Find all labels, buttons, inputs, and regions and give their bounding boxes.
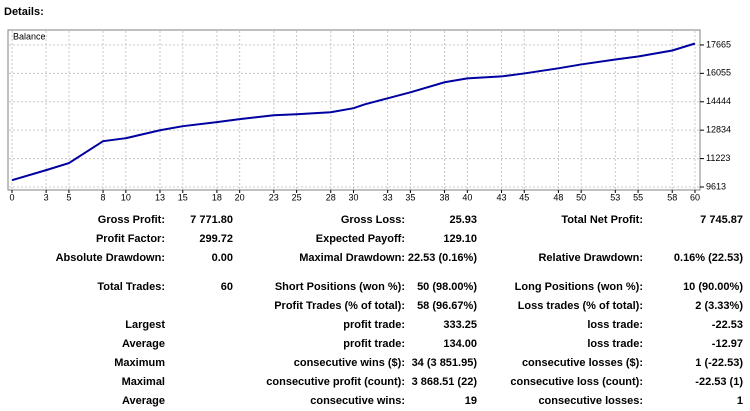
stat-value: 50 (98.00%)	[417, 281, 477, 293]
stat-label: consecutive profit (count):	[266, 376, 405, 388]
y-tick-label: 11223	[706, 153, 730, 163]
stat-value: 34 (3 851.95)	[412, 357, 478, 369]
y-tick-label: 17665	[706, 39, 731, 49]
x-tick-label: 10	[121, 192, 131, 202]
y-tick-label: 14444	[706, 96, 731, 106]
stat-value: 0.00	[212, 252, 233, 264]
y-tick-label: 16055	[706, 68, 731, 78]
x-tick-label: 60	[690, 192, 700, 202]
stat-label: consecutive losses:	[538, 395, 643, 407]
stat-value: 7 771.80	[190, 214, 233, 226]
x-tick-label: 35	[405, 192, 415, 202]
x-tick-label: 53	[610, 192, 620, 202]
x-tick-label: 43	[496, 192, 506, 202]
stat-label: Average	[122, 395, 165, 407]
x-tick-label: 0	[9, 192, 14, 202]
stat-value: 19	[465, 395, 477, 407]
x-tick-label: 23	[269, 192, 279, 202]
x-tick-label: 18	[212, 192, 222, 202]
stat-label: consecutive wins ($):	[294, 357, 405, 369]
x-tick-label: 55	[633, 192, 643, 202]
stat-label: Profit Factor:	[96, 233, 165, 245]
x-tick-label: 45	[519, 192, 529, 202]
stat-label: Loss trades (% of total):	[518, 300, 643, 312]
x-tick-label: 58	[667, 192, 677, 202]
x-tick-label: 25	[292, 192, 302, 202]
x-tick-label: 48	[553, 192, 563, 202]
x-tick-label: 40	[462, 192, 472, 202]
stat-value: -22.53 (1)	[695, 376, 743, 388]
x-tick-label: 5	[66, 192, 71, 202]
x-tick-label: 33	[383, 192, 393, 202]
stat-value: 129.10	[443, 233, 477, 245]
stat-value: -22.53	[712, 319, 743, 331]
stat-label: Maximal Drawdown:	[299, 252, 405, 264]
stat-value: 25.93	[449, 214, 477, 226]
x-tick-label: 20	[235, 192, 245, 202]
stat-label: profit trade:	[343, 319, 405, 331]
stat-value: 2 (3.33%)	[695, 300, 743, 312]
stat-label: Maximum	[114, 357, 165, 369]
chart-frame	[7, 29, 701, 191]
stat-label: Largest	[125, 319, 165, 331]
stat-label: Gross Loss:	[341, 214, 405, 226]
x-tick-label: 8	[101, 192, 106, 202]
stat-value: 22.53 (0.16%)	[408, 252, 477, 264]
stat-label: Total Net Profit:	[561, 214, 643, 226]
stat-label: Gross Profit:	[98, 214, 165, 226]
x-tick-label: 38	[440, 192, 450, 202]
section-title: Details:	[4, 6, 44, 18]
x-tick-label: 50	[576, 192, 586, 202]
balance-line	[11, 42, 696, 182]
stat-value: 134.00	[443, 338, 477, 350]
stat-label: Absolute Drawdown:	[56, 252, 165, 264]
stat-value: 3 868.51 (22)	[412, 376, 478, 388]
x-tick-label: 13	[155, 192, 165, 202]
stat-label: loss trade:	[587, 319, 643, 331]
stat-value: 58 (96.67%)	[417, 300, 477, 312]
stat-label: consecutive loss (count):	[510, 376, 643, 388]
series-label: Balance	[13, 31, 46, 41]
stat-label: Long Positions (won %):	[515, 281, 643, 293]
x-tick-label: 30	[348, 192, 358, 202]
stat-label: Maximal	[122, 376, 165, 388]
stat-value: 333.25	[443, 319, 477, 331]
stat-label: loss trade:	[587, 338, 643, 350]
y-tick-label: 9613	[706, 181, 726, 191]
x-tick-label: 3	[44, 192, 49, 202]
stat-label: consecutive losses ($):	[522, 357, 643, 369]
stat-label: Short Positions (won %):	[275, 281, 405, 293]
stat-label: Expected Payoff:	[316, 233, 405, 245]
stat-label: Profit Trades (% of total):	[274, 300, 405, 312]
stat-label: Relative Drawdown:	[538, 252, 643, 264]
stat-value: -12.97	[712, 338, 743, 350]
stat-value: 1	[737, 395, 743, 407]
stat-value: 0.16% (22.53)	[674, 252, 743, 264]
x-tick-label: 28	[326, 192, 336, 202]
stat-value: 1 (-22.53)	[695, 357, 743, 369]
stat-value: 10 (90.00%)	[683, 281, 743, 293]
stat-label: Total Trades:	[97, 281, 165, 293]
stat-label: profit trade:	[343, 338, 405, 350]
stat-label: consecutive wins:	[310, 395, 405, 407]
x-tick-label: 15	[178, 192, 188, 202]
stat-value: 60	[221, 281, 233, 293]
y-tick-label: 12834	[706, 125, 731, 135]
stat-value: 299.72	[199, 233, 233, 245]
stat-value: 7 745.87	[700, 214, 743, 226]
stat-label: Average	[122, 338, 165, 350]
